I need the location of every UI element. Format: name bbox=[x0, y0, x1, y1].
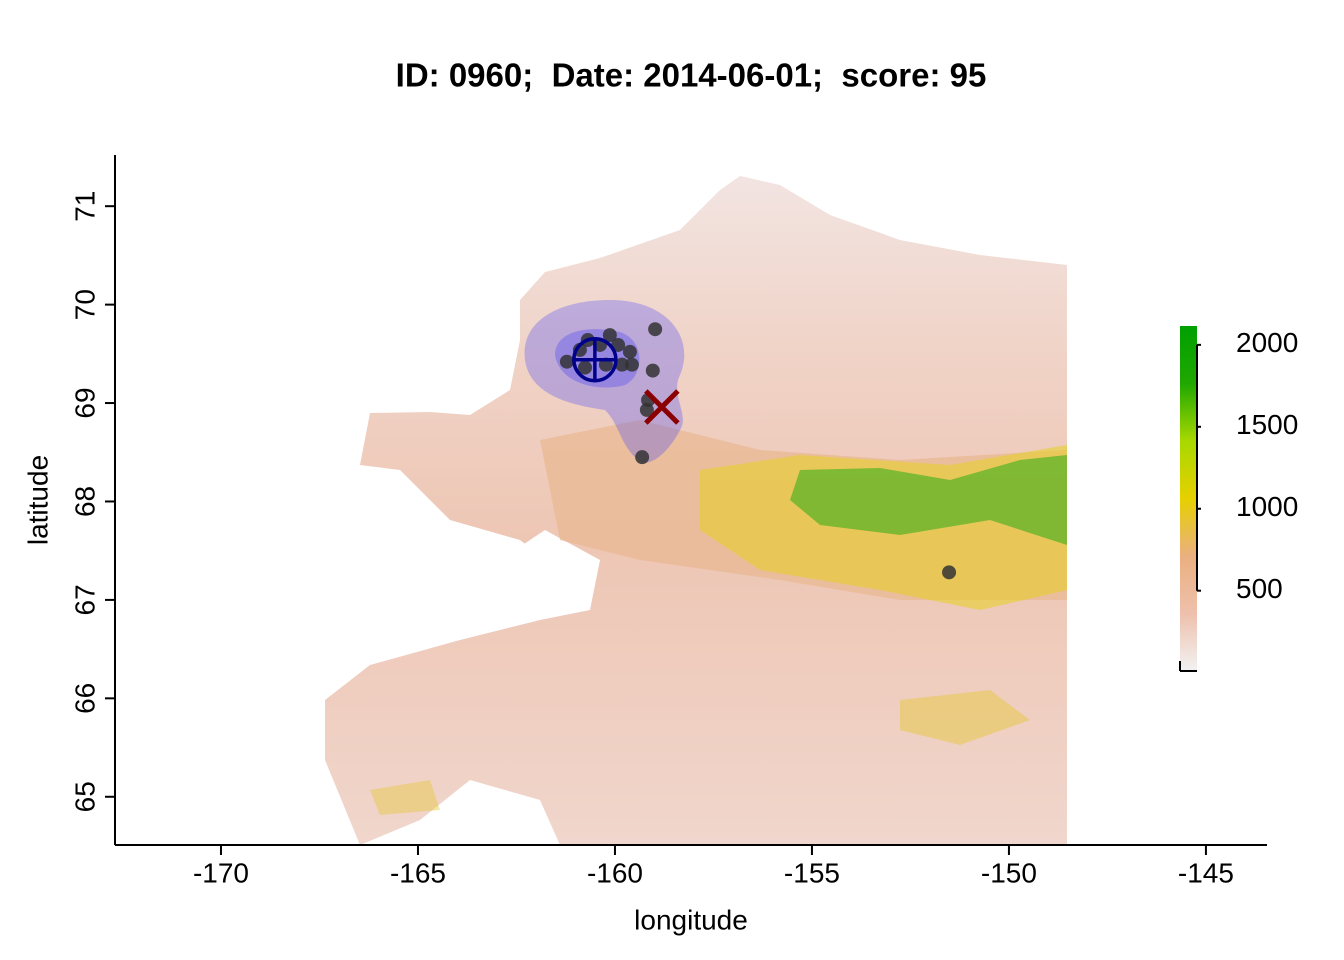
point bbox=[648, 322, 663, 337]
point bbox=[645, 363, 660, 378]
x-tick-label: -170 bbox=[193, 857, 249, 888]
colorbar-scale bbox=[1180, 326, 1197, 671]
y-tick-label: 66 bbox=[69, 683, 100, 714]
y-tick-label: 65 bbox=[69, 781, 100, 812]
point bbox=[602, 328, 617, 343]
point bbox=[622, 344, 637, 359]
point bbox=[615, 357, 630, 372]
center-marker bbox=[572, 336, 618, 383]
x-tick-label: -165 bbox=[390, 857, 446, 888]
point bbox=[635, 450, 650, 465]
y-tick-label: 71 bbox=[69, 191, 100, 222]
point bbox=[942, 565, 957, 580]
point bbox=[559, 354, 574, 369]
x-tick-label: -160 bbox=[587, 857, 643, 888]
x-tick-label: -155 bbox=[784, 857, 840, 888]
point bbox=[578, 360, 593, 375]
y-tick-label: 68 bbox=[69, 486, 100, 517]
point bbox=[639, 402, 654, 417]
terrain bbox=[325, 176, 1067, 845]
point bbox=[624, 357, 639, 372]
colorbar: 500 1000 1500 2000 bbox=[1179, 326, 1298, 672]
y-tick-label: 70 bbox=[69, 289, 100, 320]
cross-marker bbox=[644, 389, 680, 425]
y-axis-label: latitude bbox=[22, 455, 53, 545]
y-tick-label: 69 bbox=[69, 387, 100, 418]
colorbar-tick-label: 1500 bbox=[1236, 409, 1298, 440]
chart-title: ID: 0960; Date: 2014-06-01; score: 95 bbox=[396, 57, 987, 94]
colorbar-tick-label: 1000 bbox=[1236, 491, 1298, 522]
colorbar-tick-label: 500 bbox=[1236, 573, 1283, 604]
x-tick-label: -150 bbox=[981, 857, 1037, 888]
colorbar-tick-label: 2000 bbox=[1236, 327, 1298, 358]
x-tick-label: -145 bbox=[1178, 857, 1234, 888]
y-tick-label: 67 bbox=[69, 584, 100, 615]
x-axis-label: longitude bbox=[634, 904, 748, 935]
